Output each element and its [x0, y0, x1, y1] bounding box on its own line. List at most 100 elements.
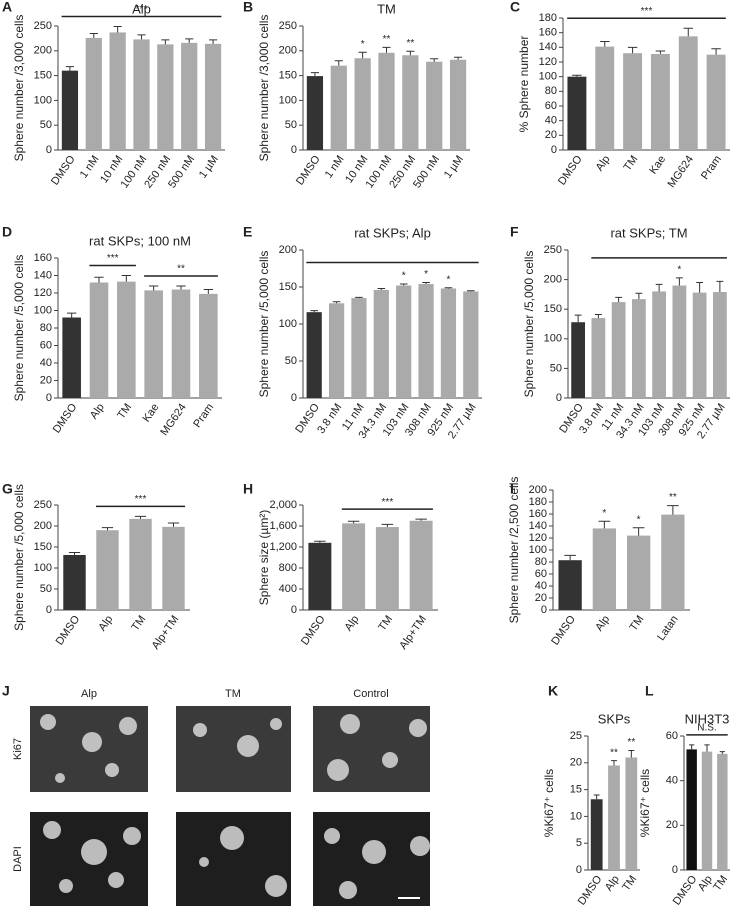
- y-tick-label: 1,200: [269, 541, 297, 553]
- error-bar: [310, 310, 318, 313]
- y-tick-label: 80: [535, 556, 547, 568]
- error-bar: [598, 520, 611, 529]
- y-tick-label: 800: [279, 562, 297, 574]
- error-bar: [422, 282, 430, 285]
- bar: [109, 32, 126, 151]
- x-tick-label: Kae: [647, 154, 668, 177]
- bar: [567, 76, 587, 150]
- bar: [678, 36, 698, 151]
- y-tick-label: 60: [666, 730, 678, 742]
- error-bar: [564, 554, 576, 561]
- y-tick-label: 2,000: [269, 499, 297, 511]
- y-tick-label: 25: [570, 730, 582, 742]
- x-tick-label: Alp: [603, 874, 622, 894]
- significance-label: ***: [135, 494, 147, 505]
- bar: [650, 53, 670, 150]
- y-tick-label: 160: [529, 508, 547, 520]
- error-bar: [347, 520, 360, 524]
- significance-label: ***: [107, 253, 119, 264]
- x-tick-label: DMSO: [576, 873, 605, 907]
- x-tick-label: DMSO: [299, 613, 328, 647]
- y-tick-label: 50: [550, 362, 562, 374]
- bar: [706, 54, 726, 150]
- error-bar: [454, 56, 463, 60]
- error-bar: [406, 50, 415, 56]
- x-tick-label: Alp: [343, 614, 362, 634]
- significance-star: *: [361, 39, 365, 50]
- y-tick-label: 50: [40, 119, 52, 131]
- error-bar: [134, 515, 147, 519]
- y-tick-label: 40: [535, 580, 547, 592]
- error-bar: [314, 540, 326, 543]
- bar: [661, 514, 685, 610]
- y-tick-label: 200: [544, 274, 562, 286]
- cell-clusters: [40, 714, 430, 899]
- panel-j-images: J Alp TM Control Ki67 DAPI: [2, 683, 430, 906]
- significance-star: **: [669, 492, 677, 503]
- y-tick-label: 40: [666, 775, 678, 787]
- error-bar: [101, 527, 114, 531]
- y-tick-label: 250: [279, 20, 297, 32]
- error-bar: [594, 314, 602, 319]
- y-tick-label: 120: [539, 56, 557, 68]
- error-bar: [704, 744, 710, 752]
- bar: [157, 44, 174, 150]
- y-tick-label: 180: [529, 496, 547, 508]
- error-bar: [89, 32, 98, 38]
- bar: [342, 523, 366, 610]
- significance-star: *: [424, 269, 428, 280]
- y-axis-label: Sphere number /3,000 cells: [12, 15, 26, 162]
- y-tick-label: 0: [291, 392, 297, 404]
- y-tick-label: 200: [279, 244, 297, 256]
- y-tick-label: 100: [34, 304, 52, 316]
- bar: [306, 312, 322, 398]
- error-bar: [719, 751, 725, 754]
- bar: [63, 554, 86, 610]
- chart-title: TM: [377, 1, 396, 16]
- error-bar: [113, 25, 122, 33]
- x-tick-label: TM: [129, 614, 148, 634]
- x-tick-label: MG624: [158, 402, 189, 438]
- bar: [631, 299, 646, 398]
- significance-star: *: [602, 508, 606, 519]
- bar: [144, 290, 163, 398]
- y-tick-label: 400: [279, 583, 297, 595]
- bar: [626, 535, 651, 610]
- x-tick-label: TM: [376, 614, 395, 634]
- bar: [96, 530, 119, 610]
- significance-star: *: [402, 271, 406, 282]
- bar: [375, 527, 399, 610]
- error-bar: [632, 527, 645, 536]
- bar: [409, 520, 433, 610]
- y-tick-label: 150: [34, 541, 52, 553]
- x-tick-label: Alp: [594, 154, 613, 174]
- significance-label: N.S.: [697, 723, 716, 734]
- bar: [330, 65, 347, 150]
- error-bar: [167, 522, 180, 527]
- error-bar: [667, 505, 679, 515]
- y-tick-label: 80: [545, 85, 557, 97]
- bar: [162, 526, 185, 610]
- error-bar: [615, 296, 623, 303]
- y-tick-label: 0: [46, 392, 52, 404]
- error-bar: [68, 551, 81, 555]
- error-bar: [399, 283, 408, 286]
- y-tick-label: 250: [544, 244, 562, 256]
- error-bar: [334, 60, 343, 66]
- y-tick-label: 0: [576, 864, 582, 876]
- y-tick-label: 60: [545, 100, 557, 112]
- y-axis-label: Sphere number /5,000 cells: [522, 251, 536, 398]
- error-bar: [711, 48, 721, 55]
- x-tick-label: TM: [620, 874, 639, 894]
- x-tick-label: TM: [621, 154, 640, 174]
- significance-star: **: [383, 34, 391, 45]
- bar: [85, 37, 102, 150]
- bar: [590, 799, 603, 870]
- bar: [672, 285, 687, 398]
- y-tick-label: 20: [40, 374, 52, 386]
- bar: [608, 765, 620, 870]
- x-tick-label: DMSO: [549, 613, 578, 647]
- y-tick-label: 150: [279, 70, 297, 82]
- y-tick-label: 50: [285, 355, 297, 367]
